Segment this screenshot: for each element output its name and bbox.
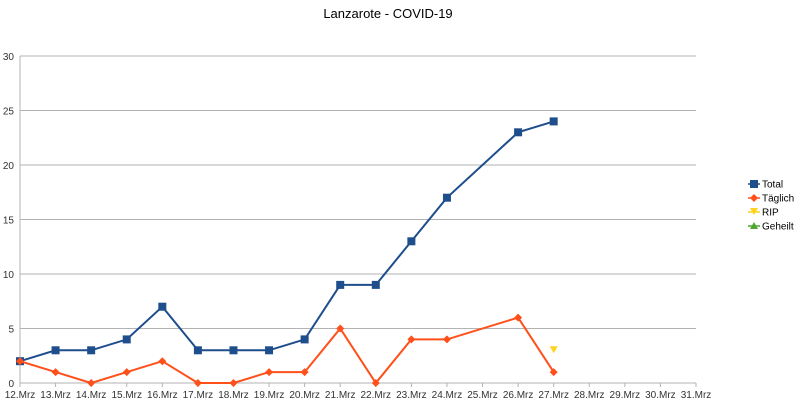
data-point xyxy=(300,335,309,344)
data-point xyxy=(158,302,167,311)
series-rip xyxy=(549,346,558,354)
data-point xyxy=(193,379,202,387)
data-point xyxy=(193,346,202,355)
data-point xyxy=(51,346,60,355)
y-tick-label: 25 xyxy=(3,107,15,118)
data-point xyxy=(229,379,238,387)
legend-marker xyxy=(750,180,758,188)
legend-marker xyxy=(750,194,758,202)
legend-label: RIP xyxy=(762,208,779,219)
legend-item: Täglich xyxy=(748,194,794,205)
data-point xyxy=(229,346,238,355)
y-tick-label: 10 xyxy=(3,270,15,281)
series-total xyxy=(16,117,558,366)
x-tick-label: 17.Mrz xyxy=(183,390,214,401)
series xyxy=(16,117,558,387)
x-tick-label: 18.Mrz xyxy=(218,390,249,401)
data-point xyxy=(265,346,274,355)
data-point xyxy=(336,324,345,333)
x-tick-label: 28.Mrz xyxy=(574,390,605,401)
x-tick-labels: 12.Mrz 13.Mrz 14.Mrz 15.Mrz 16.Mrz 17.Mrz 18.M… xyxy=(5,390,712,401)
series-täglich xyxy=(16,313,558,387)
x-tick-label: 16.Mrz xyxy=(147,390,178,401)
y-tick-label: 30 xyxy=(3,52,15,63)
legend-label: Geheilt xyxy=(762,222,794,233)
x-tick-label: 15.Mrz xyxy=(111,390,142,401)
data-point xyxy=(549,346,558,354)
data-point xyxy=(300,368,309,377)
data-point xyxy=(87,346,96,355)
x-tick-label: 25.Mrz xyxy=(467,390,498,401)
data-point xyxy=(371,379,380,387)
x-tick-label: 26.Mrz xyxy=(503,390,534,401)
x-tick-label: 13.Mrz xyxy=(40,390,71,401)
x-tick-label: 29.Mrz xyxy=(610,390,641,401)
x-tick-label: 24.Mrz xyxy=(432,390,463,401)
x-tick-label: 31.Mrz xyxy=(681,390,712,401)
x-tick-label: 23.Mrz xyxy=(396,390,427,401)
legend-item: RIP xyxy=(748,208,779,219)
x-tick-label: 19.Mrz xyxy=(254,390,285,401)
y-tick-label: 5 xyxy=(8,325,14,336)
data-point xyxy=(122,368,131,377)
y-tick-labels: 0 5 10 15 20 25 30 xyxy=(3,52,15,390)
x-tick-label: 14.Mrz xyxy=(76,390,107,401)
legend-item: Geheilt xyxy=(748,222,794,233)
series-line xyxy=(19,316,555,385)
chart-title: Lanzarote - COVID-19 xyxy=(323,6,452,21)
y-tick-label: 0 xyxy=(8,379,14,390)
data-point xyxy=(514,128,523,137)
legend-label: Täglich xyxy=(762,194,794,205)
legend-marker xyxy=(750,222,758,229)
data-point xyxy=(442,193,451,202)
data-point xyxy=(16,357,24,366)
legend-marker xyxy=(750,208,758,215)
legend-label: Total xyxy=(762,180,783,191)
grid-lines xyxy=(20,55,696,329)
data-point xyxy=(336,280,345,289)
x-tick-label: 20.Mrz xyxy=(289,390,320,401)
data-point xyxy=(51,368,60,377)
data-point xyxy=(407,237,416,246)
data-point xyxy=(549,368,558,377)
data-point xyxy=(407,335,416,344)
series-line xyxy=(19,120,554,363)
data-point xyxy=(442,335,451,344)
axes xyxy=(19,56,697,387)
data-point xyxy=(265,368,274,377)
data-point xyxy=(122,335,131,344)
data-point xyxy=(87,379,96,387)
x-tick-label: 22.Mrz xyxy=(361,390,392,401)
legend-item: Total xyxy=(748,180,783,191)
y-tick-label: 15 xyxy=(3,216,15,227)
x-tick-label: 12.Mrz xyxy=(5,390,36,401)
y-tick-label: 20 xyxy=(3,161,15,172)
data-point xyxy=(371,280,380,289)
x-tick-label: 30.Mrz xyxy=(645,390,676,401)
legend: Total Täglich RIP Geheilt xyxy=(748,180,794,233)
data-point xyxy=(514,313,523,322)
data-point xyxy=(549,117,558,126)
x-tick-label: 21.Mrz xyxy=(325,390,356,401)
data-point xyxy=(158,357,167,366)
x-tick-label: 27.Mrz xyxy=(538,390,569,401)
